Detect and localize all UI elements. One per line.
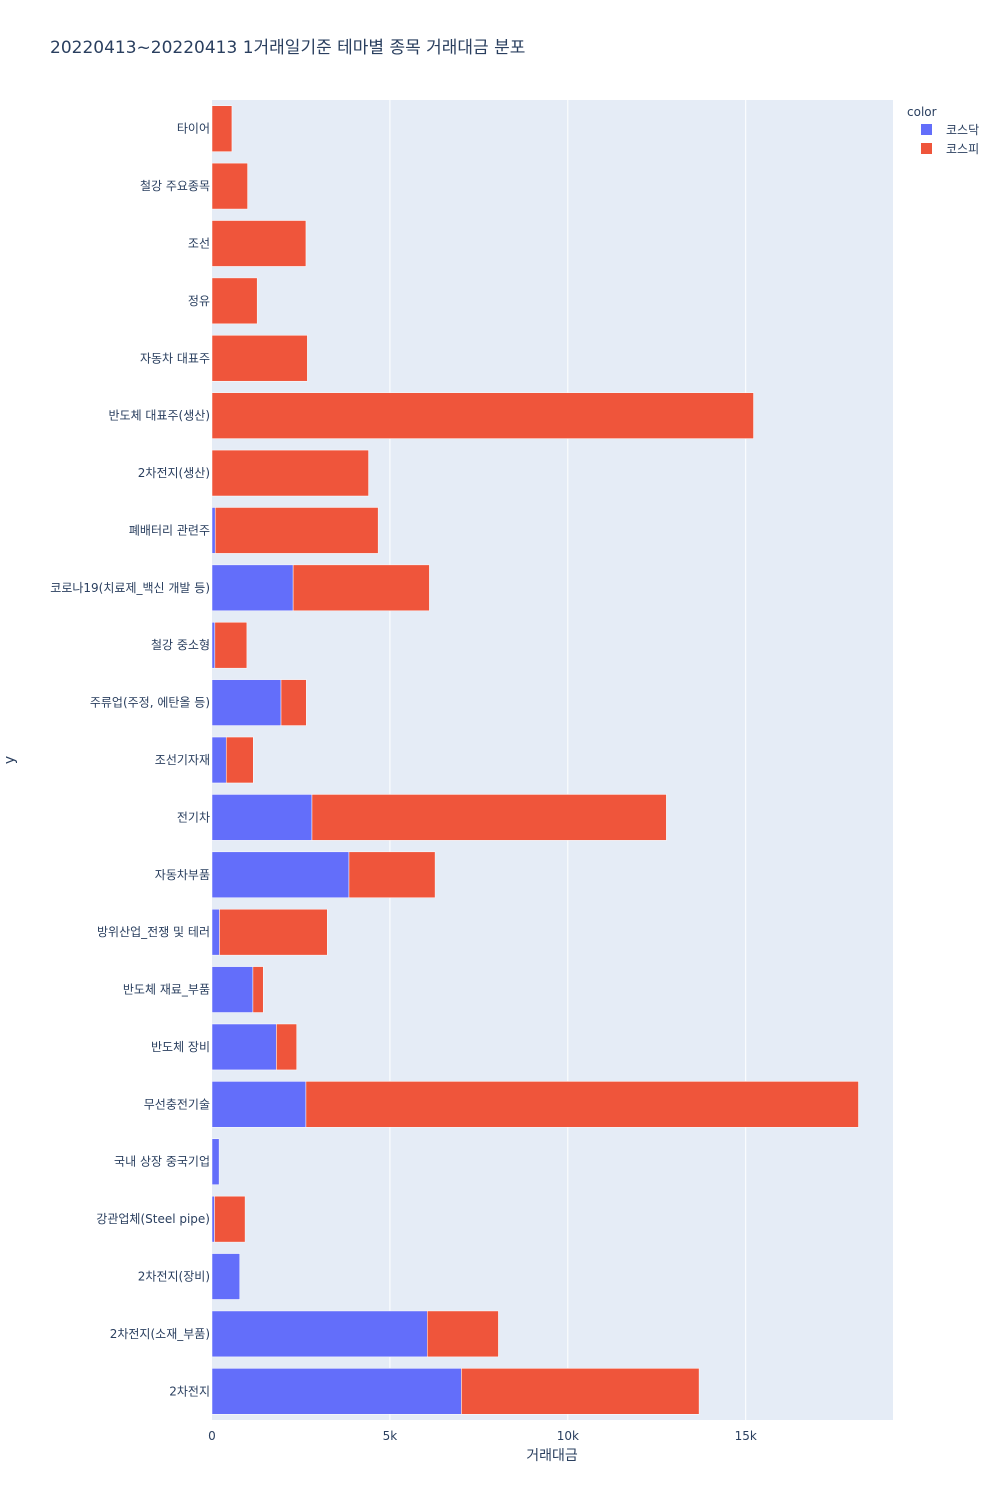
legend-item[interactable]: 코스닥 bbox=[921, 123, 979, 137]
y-tick-label: 코로나19(치료제_백신 개발 등) bbox=[50, 581, 210, 595]
bar-코스피[interactable] bbox=[211, 277, 258, 325]
y-axis-ticks: 2차전지 2차전지(소재_부품) 2차전지(장비) 강관업체(Steel pipe) 국… bbox=[50, 122, 210, 1399]
y-tick-label: 무선충전기술 bbox=[144, 1097, 210, 1111]
bar-코스피[interactable] bbox=[348, 851, 436, 898]
plot-background bbox=[212, 100, 893, 1420]
bar-코스닥[interactable] bbox=[211, 1023, 277, 1071]
bar-코스피[interactable] bbox=[311, 794, 667, 841]
bar-코스피[interactable] bbox=[214, 1195, 246, 1243]
bar-코스피[interactable] bbox=[252, 966, 264, 1013]
bar-코스피[interactable] bbox=[305, 1081, 859, 1128]
x-axis-ticks: 0 5k 10k 15k bbox=[208, 1429, 757, 1443]
bar-코스닥[interactable] bbox=[211, 851, 350, 898]
y-tick-label: 폐배터리 관련주 bbox=[129, 523, 210, 537]
bar-코스닥[interactable] bbox=[211, 908, 220, 956]
bar-코스피[interactable] bbox=[276, 1023, 297, 1071]
y-tick-label: 국내 상장 중국기업 bbox=[114, 1155, 210, 1169]
bar-코스닥[interactable] bbox=[211, 1138, 220, 1185]
bar-코스닥[interactable] bbox=[211, 1368, 462, 1415]
y-tick-label: 2차전지 bbox=[169, 1384, 210, 1398]
y-tick-label: 조선기자재 bbox=[155, 753, 210, 767]
bar-코스피[interactable] bbox=[211, 162, 248, 210]
y-tick-label: 철강 주요종목 bbox=[140, 179, 210, 193]
x-tick-label: 15k bbox=[735, 1429, 757, 1443]
y-tick-label: 2차전지(소재_부품) bbox=[110, 1327, 210, 1341]
legend-swatch bbox=[921, 143, 932, 154]
y-tick-label: 주류업(주정, 에탄올 등) bbox=[90, 696, 210, 710]
bar-코스피[interactable] bbox=[211, 220, 307, 267]
y-tick-label: 조선 bbox=[188, 236, 210, 250]
bar-코스닥[interactable] bbox=[211, 1253, 241, 1300]
y-tick-label: 반도체 대표주(생산) bbox=[109, 409, 211, 423]
y-tick-label: 자동차부품 bbox=[155, 868, 210, 882]
bar-코스피[interactable] bbox=[427, 1310, 499, 1358]
bar-코스닥[interactable] bbox=[211, 622, 216, 669]
bar-코스피[interactable] bbox=[292, 564, 430, 612]
bar-코스닥[interactable] bbox=[211, 507, 216, 554]
bar-코스닥[interactable] bbox=[211, 679, 282, 726]
x-axis-title: 거래대금 bbox=[526, 1448, 578, 1464]
legend-title: color bbox=[907, 105, 937, 119]
grid-lines bbox=[389, 100, 747, 1420]
bar-코스닥[interactable] bbox=[211, 1195, 215, 1243]
y-tick-label: 2차전지(장비) bbox=[138, 1270, 210, 1284]
x-tick-label: 5k bbox=[383, 1429, 398, 1443]
bar-코스피[interactable] bbox=[211, 392, 754, 439]
bar-코스피[interactable] bbox=[461, 1368, 700, 1415]
bar-코스닥[interactable] bbox=[211, 1081, 307, 1128]
bar-코스닥[interactable] bbox=[211, 966, 254, 1013]
y-tick-label: 타이어 bbox=[177, 122, 210, 136]
bar-코스피[interactable] bbox=[211, 335, 308, 382]
y-tick-label: 강관업체(Steel pipe) bbox=[96, 1212, 210, 1226]
bar-코스피[interactable] bbox=[225, 736, 254, 784]
bar-코스닥[interactable] bbox=[211, 564, 294, 612]
bar-코스닥[interactable] bbox=[211, 736, 227, 784]
bar-코스피[interactable] bbox=[280, 679, 307, 726]
chart-title: 20220413~20220413 1거래일기준 테마별 종목 거래대금 분포 bbox=[50, 38, 526, 58]
bar-코스피[interactable] bbox=[214, 622, 248, 669]
bar-코스닥[interactable] bbox=[211, 794, 313, 841]
y-tick-label: 반도체 재료_부품 bbox=[123, 983, 210, 997]
x-tick-label: 10k bbox=[557, 1429, 579, 1443]
bar-코스피[interactable] bbox=[219, 908, 328, 956]
legend-label: 코스닥 bbox=[946, 123, 979, 137]
y-tick-label: 철강 중소형 bbox=[151, 638, 210, 652]
bar-코스피[interactable] bbox=[214, 507, 379, 554]
y-tick-label: 2차전지(생산) bbox=[138, 466, 210, 480]
y-tick-label: 전기차 bbox=[177, 810, 210, 824]
y-tick-label: 정유 bbox=[188, 294, 210, 308]
y-tick-label: 반도체 장비 bbox=[151, 1040, 210, 1054]
legend-item[interactable]: 코스피 bbox=[921, 142, 979, 156]
bar-코스피[interactable] bbox=[211, 105, 233, 152]
legend-label: 코스피 bbox=[946, 142, 979, 156]
y-tick-label: 자동차 대표주 bbox=[140, 351, 210, 365]
x-tick-label: 0 bbox=[208, 1429, 216, 1443]
bar-코스피[interactable] bbox=[211, 449, 369, 497]
bars bbox=[211, 105, 859, 1415]
y-tick-label: 방위산업_전쟁 및 테러 bbox=[97, 925, 210, 939]
y-axis-title: y bbox=[2, 756, 18, 764]
legend-swatch bbox=[921, 124, 932, 135]
bar-코스닥[interactable] bbox=[211, 1310, 428, 1358]
